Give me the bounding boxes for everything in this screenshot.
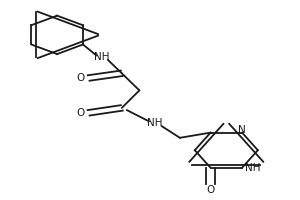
Text: NH: NH [147,118,163,128]
Text: NH: NH [245,163,260,173]
Text: NH: NH [94,52,110,62]
Text: O: O [76,108,84,118]
Text: O: O [206,185,215,195]
Text: N: N [238,125,246,135]
Text: O: O [76,73,84,83]
